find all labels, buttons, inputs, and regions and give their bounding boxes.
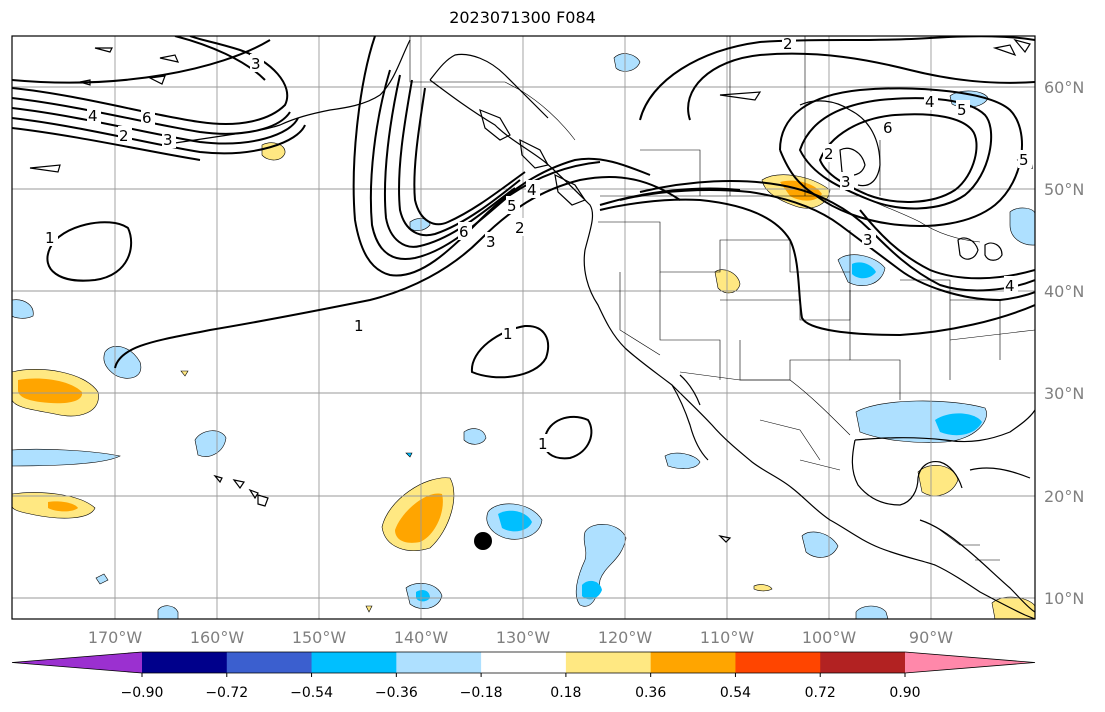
contour-label: 4 [527, 181, 537, 199]
contour-label: 1 [503, 325, 513, 343]
negative-anomaly [935, 413, 982, 436]
contour-label: 3 [251, 55, 261, 73]
negative-anomaly [416, 590, 430, 602]
contour-label: 1 [538, 435, 548, 453]
contour-label: 2 [783, 35, 793, 53]
graticule [12, 36, 1035, 619]
longitude-label: 100°W [802, 628, 857, 647]
latitude-label: 50°N [1044, 180, 1084, 199]
colorbar-segment [142, 652, 228, 673]
latitude-label: 30°N [1044, 384, 1084, 403]
longitude-label: 110°W [700, 628, 755, 647]
longitude-label: 120°W [598, 628, 653, 647]
contour-label: 5 [1019, 151, 1029, 169]
longitude-label: 160°W [190, 628, 245, 647]
colorbar-segment [226, 652, 313, 673]
negative-anomaly [405, 452, 413, 458]
colorbar-segment [650, 652, 736, 673]
latitude-label: 40°N [1044, 282, 1084, 301]
latitude-label: 10°N [1044, 589, 1084, 608]
negative-anomaly [664, 452, 701, 469]
negative-anomaly [409, 218, 431, 231]
longitude-axis: 170°W 160°W 150°W 140°W 130°W 120°W 110°… [88, 628, 953, 647]
positive-anomaly [917, 465, 959, 496]
latitude-axis: 60°N 50°N 40°N 30°N 20°N 10°N [1044, 78, 1084, 608]
negative-anomaly [12, 448, 121, 467]
negative-anomaly [498, 510, 532, 532]
negative-anomaly [463, 428, 487, 445]
contour-label: 6 [142, 109, 152, 127]
contour-label: 6 [459, 223, 469, 241]
negative-anomaly [852, 262, 876, 279]
colorbar-tick-label: 0.90 [889, 685, 920, 701]
colorbar-extension-low [12, 652, 142, 673]
negative-anomaly [12, 299, 34, 319]
contour-label: 3 [486, 233, 496, 251]
colorbar-segment [396, 652, 482, 673]
longitude-label: 150°W [292, 628, 347, 647]
colorbar-segment [481, 652, 567, 673]
longitude-label: 90°W [909, 628, 953, 647]
positive-anomaly [48, 501, 78, 512]
map-frame [11, 35, 1036, 620]
location-marker [474, 532, 492, 550]
longitude-label: 170°W [88, 628, 143, 647]
height-contours [12, 36, 1035, 460]
map-title: 2023071300 F084 [449, 8, 596, 27]
negative-anomaly [194, 430, 227, 457]
colorbar: −0.90 −0.72 −0.54 −0.36 −0.18 0.18 0.36 0.54 0.7… [11, 651, 1036, 701]
negative-anomaly [95, 573, 109, 585]
colorbar-tick-label: 0.54 [720, 685, 751, 701]
negative-anomaly [855, 605, 889, 619]
colorbar-tick-label: −0.90 [121, 685, 164, 701]
latitude-label: 20°N [1044, 487, 1084, 506]
colorbar-tick-label: 0.72 [805, 685, 836, 701]
contour-label: 3 [163, 131, 173, 149]
contour-label: 5 [957, 101, 967, 119]
positive-anomaly [753, 584, 773, 592]
colorbar-tick-label: 0.36 [635, 685, 666, 701]
contour-label: 1 [45, 229, 55, 247]
contour-label: 2 [119, 127, 129, 145]
negative-anomaly [1009, 207, 1035, 246]
positive-anomaly [18, 378, 83, 404]
colorbar-extension-high [905, 652, 1035, 673]
positive-anomaly [365, 605, 373, 613]
positive-anomaly [395, 493, 443, 543]
colorbar-tick-label: −0.18 [460, 685, 503, 701]
contour-label: 3 [863, 231, 873, 249]
political-borders [409, 36, 1035, 561]
colorbar-tick-label: 0.18 [550, 685, 581, 701]
colorbar-segment [565, 652, 652, 673]
contour-label: 4 [88, 107, 98, 125]
contour-label-group: 2 3 4 6 2 3 4 6 5 3 2 [44, 35, 1032, 453]
colorbar-segment [735, 652, 821, 673]
latitude-label: 60°N [1044, 78, 1084, 97]
contour-label: 4 [1005, 277, 1015, 295]
negative-anomaly [157, 605, 179, 619]
contour-label: 5 [507, 197, 517, 215]
colorbar-tick-label: −0.54 [290, 685, 333, 701]
longitude-label: 130°W [496, 628, 551, 647]
colorbar-segment [820, 652, 906, 673]
contour-label: 6 [883, 119, 893, 137]
longitude-label: 140°W [394, 628, 449, 647]
contour-label: 2 [824, 145, 834, 163]
colorbar-segment [311, 652, 397, 673]
positive-anomaly [180, 370, 189, 377]
contour-label: 4 [925, 93, 935, 111]
contour-label: 1 [354, 317, 364, 335]
contour-label: 3 [841, 173, 851, 191]
colorbar-tick-label: −0.36 [375, 685, 418, 701]
colorbar-tick-label: −0.72 [205, 685, 248, 701]
positive-anomaly [991, 596, 1035, 619]
negative-anomaly [613, 53, 641, 72]
contour-label: 2 [515, 219, 525, 237]
negative-anomaly [582, 580, 602, 600]
negative-anomaly [103, 345, 142, 379]
